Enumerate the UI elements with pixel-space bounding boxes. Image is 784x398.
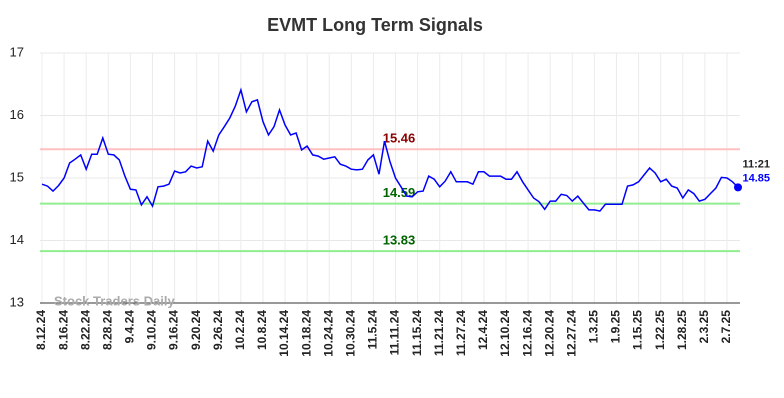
x-tick-label: 12.20.24: [542, 310, 556, 357]
x-tick-label: 10.18.24: [299, 310, 313, 357]
x-tick-label: 8.22.24: [78, 310, 92, 350]
y-tick-label: 14: [10, 232, 24, 247]
x-tick-label: 11.21.24: [432, 310, 446, 356]
last-point: [734, 183, 742, 192]
x-tick-label: 2.3.25: [697, 310, 711, 344]
x-tick-label: 10.14.24: [277, 310, 291, 357]
x-tick-label: 8.16.24: [56, 310, 70, 350]
x-tick-label: 12.27.24: [564, 310, 578, 357]
price-line: [41, 87, 739, 212]
chart-title: EVMT Long Term Signals: [267, 15, 483, 35]
x-tick-label: 11.15.24: [410, 310, 424, 356]
last-value-label: 14.85: [742, 172, 770, 184]
x-tick-label: 9.10.24: [145, 310, 159, 350]
x-tick-label: 10.8.24: [255, 310, 269, 350]
x-tick-label: 1.3.25: [587, 310, 601, 344]
x-tick-label: 12.4.24: [476, 310, 490, 350]
x-tick-label: 8.12.24: [34, 310, 48, 350]
y-tick-label: 17: [10, 44, 24, 59]
x-tick-label: 12.16.24: [520, 310, 534, 357]
x-tick-label: 8.28.24: [100, 310, 114, 350]
x-tick-label: 11.27.24: [454, 310, 468, 356]
x-tick-label: 11.5.24: [366, 310, 380, 350]
y-tick-label: 16: [10, 107, 24, 122]
x-tick-label: 10.30.24: [344, 310, 358, 357]
x-tick-label: 2.7.25: [719, 310, 733, 344]
x-tick-label: 9.20.24: [189, 310, 203, 350]
reference-label: 14.59: [383, 185, 416, 200]
watermark: Stock Traders Daily: [54, 293, 175, 308]
reference-label: 15.46: [383, 131, 416, 146]
x-tick-label: 9.26.24: [211, 310, 225, 350]
x-tick-label: 9.4.24: [123, 310, 137, 344]
x-tick-label: 1.22.25: [653, 310, 667, 350]
x-tick-label: 1.28.25: [675, 310, 689, 350]
x-tick-label: 11.11.24: [388, 310, 402, 356]
x-tick-label: 9.16.24: [167, 310, 181, 350]
last-time-label: 11:21: [742, 158, 770, 170]
reference-label: 13.83: [383, 233, 416, 248]
x-tick-label: 1.15.25: [631, 310, 645, 350]
y-tick-label: 15: [10, 169, 24, 184]
x-tick-label: 1.9.25: [609, 310, 623, 344]
x-tick-label: 10.24.24: [321, 310, 335, 357]
y-tick-label: 13: [10, 294, 24, 309]
x-tick-label: 10.2.24: [233, 310, 247, 350]
x-tick-label: 12.10.24: [498, 310, 512, 357]
